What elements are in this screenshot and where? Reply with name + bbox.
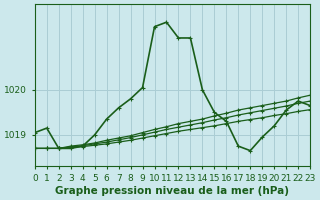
X-axis label: Graphe pression niveau de la mer (hPa): Graphe pression niveau de la mer (hPa)	[55, 186, 290, 196]
